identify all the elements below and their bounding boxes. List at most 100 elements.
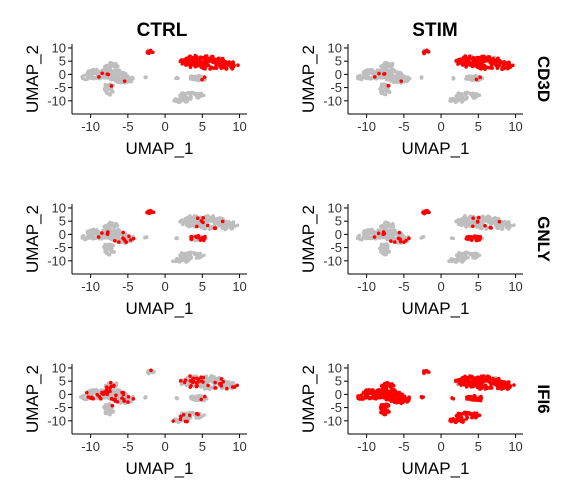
cell-point-expressed — [100, 391, 104, 396]
cell-point-expressed — [184, 57, 188, 62]
cell-point — [497, 223, 502, 228]
cell-point-expressed — [497, 219, 502, 224]
cell-point — [103, 242, 107, 247]
cell-point-expressed — [471, 60, 475, 64]
x-axis-title: UMAP_1 — [125, 299, 193, 318]
cell-point-expressed — [201, 60, 205, 65]
cell-point-expressed — [499, 386, 504, 390]
cell-point-expressed — [372, 389, 377, 394]
x-tick-label: -10 — [81, 119, 100, 134]
cell-point — [183, 92, 187, 97]
cell-point-expressed — [478, 75, 482, 79]
cell-point-expressed — [466, 380, 471, 384]
cell-point-expressed — [121, 236, 125, 241]
cell-point — [502, 220, 507, 225]
cell-point-expressed — [194, 60, 199, 64]
cell-point-expressed — [382, 71, 387, 76]
cell-point — [421, 234, 426, 239]
cell-point — [114, 221, 119, 226]
cell-point-expressed — [394, 396, 398, 401]
x-tick-label: 0 — [161, 279, 168, 294]
cell-point-expressed — [389, 399, 393, 404]
cell-point-expressed — [109, 396, 114, 401]
cell-point — [384, 252, 388, 257]
cell-point — [78, 395, 83, 399]
cell-point-expressed — [183, 378, 188, 382]
cell-point-expressed — [398, 400, 402, 405]
cell-point — [390, 222, 395, 226]
cell-point — [381, 82, 386, 87]
cell-point-expressed — [474, 238, 479, 243]
cell-point-expressed — [382, 381, 387, 386]
cell-point-expressed — [421, 395, 426, 399]
cell-point-expressed — [449, 419, 454, 424]
x-tick-label: 5 — [475, 279, 482, 294]
cell-point-expressed — [111, 384, 116, 388]
cell-point-expressed — [477, 413, 482, 418]
cell-point — [111, 229, 115, 233]
x-tick-label: -10 — [357, 119, 376, 134]
cell-point-expressed — [188, 374, 192, 378]
cell-point-expressed — [469, 238, 474, 243]
y-tick-label: 5 — [59, 214, 66, 229]
cell-point-expressed — [127, 234, 131, 238]
y-tick-label: 10 — [328, 200, 342, 215]
cell-point — [118, 232, 123, 237]
cell-point — [465, 250, 469, 255]
cell-point — [218, 222, 223, 227]
cell-point-expressed — [379, 410, 383, 415]
cell-point — [111, 69, 116, 73]
cell-point-expressed — [200, 55, 204, 60]
cell-point-expressed — [506, 386, 511, 391]
cell-point-expressed — [472, 412, 476, 417]
cell-point — [103, 82, 108, 87]
cell-point-expressed — [383, 404, 388, 408]
cell-point-expressed — [84, 390, 89, 395]
cell-point-expressed — [389, 388, 394, 393]
cell-point-expressed — [179, 59, 183, 64]
cell-point-expressed — [400, 398, 405, 402]
cell-point-expressed — [201, 380, 205, 384]
cell-point — [185, 218, 189, 222]
cell-point-expressed — [206, 383, 210, 388]
cell-point-expressed — [365, 393, 370, 398]
cell-point — [235, 223, 240, 228]
cell-point-expressed — [199, 397, 204, 402]
point-layer — [78, 368, 239, 425]
cell-point-expressed — [477, 396, 482, 400]
cell-point — [82, 397, 87, 402]
cell-point — [114, 381, 119, 386]
cell-point — [383, 244, 387, 248]
cell-point — [196, 92, 200, 97]
cell-point-expressed — [372, 235, 377, 239]
cell-point — [455, 99, 460, 103]
y-axis-title: UMAP_2 — [23, 45, 42, 113]
cell-point — [144, 75, 148, 80]
y-tick-label: 5 — [59, 374, 66, 389]
cell-point-expressed — [511, 63, 515, 68]
cell-point-expressed — [131, 396, 136, 401]
cell-point — [392, 74, 396, 79]
cell-point-expressed — [487, 375, 492, 379]
cell-point — [457, 92, 462, 97]
cell-point — [455, 259, 459, 263]
cell-point-expressed — [496, 63, 501, 67]
cell-point-expressed — [220, 57, 224, 61]
cell-point-expressed — [206, 58, 210, 62]
cell-point-expressed — [502, 60, 507, 65]
cell-point-expressed — [100, 231, 104, 235]
x-tick-label: 0 — [161, 439, 168, 454]
cell-point — [395, 80, 399, 85]
cell-point-expressed — [100, 71, 104, 76]
cell-point — [391, 67, 396, 72]
cell-point-expressed — [195, 56, 199, 60]
cell-point-expressed — [489, 382, 493, 387]
cell-point — [461, 218, 465, 222]
cell-point — [178, 93, 182, 98]
x-tick-label: 5 — [475, 439, 482, 454]
cell-point-expressed — [236, 63, 240, 67]
cell-point — [94, 67, 99, 72]
x-tick-label: 0 — [437, 279, 444, 294]
y-tick-label: 10 — [328, 40, 342, 55]
